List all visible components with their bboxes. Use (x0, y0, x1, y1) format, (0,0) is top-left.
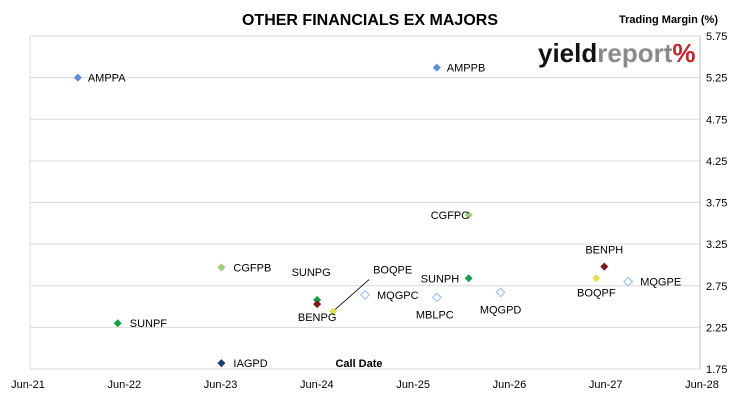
data-points (73, 63, 634, 368)
x-tick-label: Jun-28 (685, 379, 719, 391)
x-tick-label: Jun-22 (107, 379, 141, 391)
y-axis-label: Trading Margin (%) (619, 14, 718, 26)
data-point-mqgpd (495, 287, 506, 298)
x-axis-label: Call Date (335, 358, 382, 370)
data-point-iagpd (217, 359, 226, 368)
data-point-amppb (432, 63, 441, 72)
data-point-sunph (464, 274, 473, 283)
y-tick-labels: 1.75 2.25 2.75 3.25 3.75 4.25 4.75 5.25 5.75 (706, 31, 727, 376)
point-label-boqpf: BOQPF (577, 287, 616, 299)
point-label-benpg: BENPG (298, 312, 337, 324)
y-tick-label: 3.25 (706, 239, 727, 251)
chart-title: OTHER FINANCIALS EX MAJORS (242, 12, 498, 29)
point-label-amppa: AMPPA (88, 73, 126, 85)
y-tick-label: 3.75 (706, 198, 727, 210)
logo-part-percent: % (672, 38, 695, 68)
point-labels: AMPPA AMPPB SUNPF CGFPB IAGPD SUNPG BENPG BOQPE… (88, 63, 681, 371)
logo-part-yield: yield (538, 38, 597, 68)
point-label-sunpf: SUNPF (130, 318, 168, 330)
x-tick-label: Jun-24 (300, 379, 334, 391)
point-label-sunpg: SUNPG (292, 267, 331, 279)
data-point-mqgpe (623, 276, 634, 287)
leader-line-boqpe (334, 279, 370, 310)
x-tick-label: Jun-21 (11, 379, 45, 391)
y-tick-label: 2.75 (706, 281, 727, 293)
point-label-mqgpd: MQGPD (480, 304, 522, 316)
data-point-mblpc (431, 292, 442, 303)
grid (29, 35, 701, 370)
x-tick-label: Jun-27 (589, 379, 623, 391)
data-point-boqpf (592, 274, 601, 283)
x-tick-label: Jun-23 (204, 379, 238, 391)
x-tick-label: Jun-25 (396, 379, 430, 391)
data-point-amppa (73, 73, 82, 82)
point-label-mqgpc: MQGPC (377, 290, 419, 302)
data-point-sunpf (113, 319, 122, 328)
point-label-cgfpb: CGFPB (233, 262, 271, 274)
point-label-mqgpe: MQGPE (640, 277, 681, 289)
x-tick-labels: Jun-21 Jun-22 Jun-23 Jun-24 Jun-25 Jun-26 Jun-… (11, 379, 719, 391)
leader-lines (334, 279, 370, 310)
point-label-iagpd: IAGPD (233, 358, 267, 370)
data-point-boqpe (329, 307, 338, 316)
svg-text:yieldreport%: yieldreport% (538, 38, 696, 68)
y-tick-label: 4.25 (706, 156, 727, 168)
y-tick-label: 5.75 (706, 31, 727, 43)
y-tick-label: 2.25 (706, 322, 727, 334)
logo: yieldreport% (538, 38, 696, 68)
data-point-mqgpc (359, 289, 371, 301)
y-tick-label: 1.75 (706, 364, 727, 376)
point-label-sunph: SUNPH (421, 273, 460, 285)
point-label-mblpc: MBLPC (416, 309, 454, 321)
logo-part-report: report (597, 38, 672, 68)
data-point-cgfpc (464, 210, 473, 220)
y-tick-label: 4.75 (706, 114, 727, 126)
y-tick-label: 5.25 (706, 73, 727, 85)
x-tick-label: Jun-26 (493, 379, 527, 391)
data-point-cgfpb (217, 263, 226, 272)
data-point-benpg (313, 300, 322, 309)
point-label-boqpe: BOQPE (373, 265, 412, 277)
point-label-benph: BENPH (585, 245, 623, 257)
point-label-cgfpc: CGFPC (431, 210, 470, 222)
data-point-benph (600, 262, 609, 271)
point-label-amppb: AMPPB (447, 63, 486, 75)
